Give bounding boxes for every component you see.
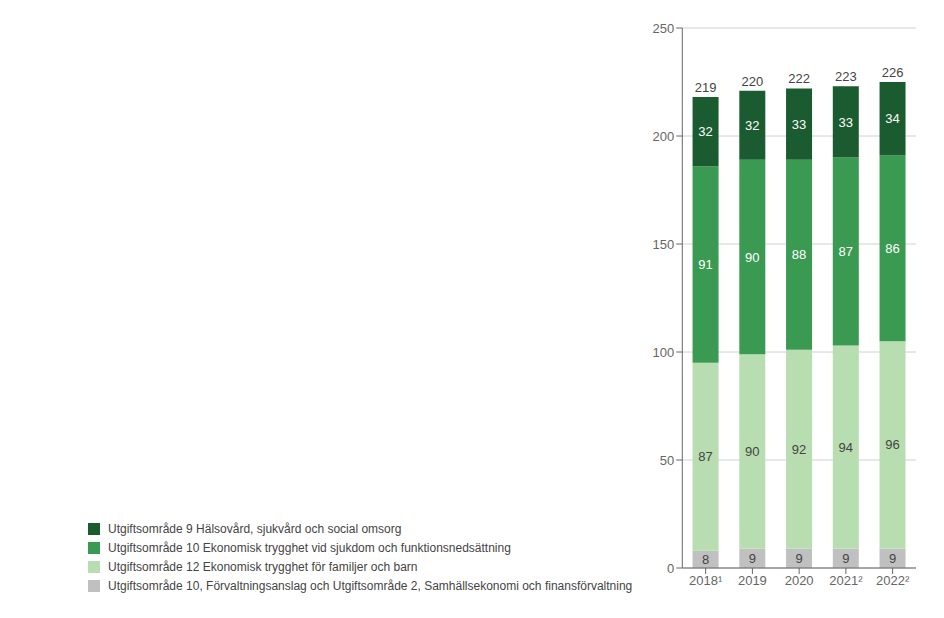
html-text:Utgiftsområde 10 Ekonomisk try: Utgiftsområde 10 Ekonomisk trygghet vid … <box>108 541 511 555</box>
svg-text:2020: 2020 <box>785 573 814 588</box>
svg-text:9: 9 <box>795 551 802 566</box>
svg-text:91: 91 <box>698 257 712 272</box>
svg-text:222: 222 <box>788 71 810 86</box>
svg-text:33: 33 <box>839 115 853 130</box>
svg-text:33: 33 <box>792 117 806 132</box>
svg-text:87: 87 <box>839 244 853 259</box>
html-text:Utgiftsområde 12 Ekonomisk try: Utgiftsområde 12 Ekonomisk trygghet för … <box>108 560 418 574</box>
svg-text:96: 96 <box>885 437 899 452</box>
svg-text:9: 9 <box>749 551 756 566</box>
svg-text:200: 200 <box>653 129 675 144</box>
svg-text:32: 32 <box>698 124 712 139</box>
svg-text:50: 50 <box>660 453 674 468</box>
html-text:Utgiftsområde 10, Förvaltnings: Utgiftsområde 10, Förvaltningsanslag och… <box>108 579 633 593</box>
svg-text:2021²: 2021² <box>829 573 863 588</box>
svg-text:9: 9 <box>889 551 896 566</box>
svg-text:220: 220 <box>741 74 763 89</box>
svg-text:219: 219 <box>695 80 717 95</box>
svg-text:90: 90 <box>745 444 759 459</box>
svg-text:88: 88 <box>792 247 806 262</box>
svg-text:32: 32 <box>745 118 759 133</box>
svg-text:100: 100 <box>653 345 675 360</box>
svg-text:87: 87 <box>698 449 712 464</box>
svg-text:86: 86 <box>885 241 899 256</box>
svg-text:94: 94 <box>839 440 853 455</box>
svg-text:2019: 2019 <box>738 573 767 588</box>
svg-text:9: 9 <box>842 551 849 566</box>
svg-text:250: 250 <box>653 21 675 36</box>
svg-text:8: 8 <box>702 552 709 567</box>
svg-text:223: 223 <box>835 69 857 84</box>
html-text:Utgiftsområde 9 Hälsovård, sju: Utgiftsområde 9 Hälsovård, sjukvård och … <box>108 522 402 536</box>
svg-text:2018¹: 2018¹ <box>689 573 723 588</box>
svg-text:2022²: 2022² <box>876 573 910 588</box>
svg-text:92: 92 <box>792 442 806 457</box>
svg-text:226: 226 <box>882 65 904 80</box>
svg-text:0: 0 <box>667 561 674 576</box>
svg-text:34: 34 <box>885 111 899 126</box>
svg-text:150: 150 <box>653 237 675 252</box>
svg-text:90: 90 <box>745 250 759 265</box>
